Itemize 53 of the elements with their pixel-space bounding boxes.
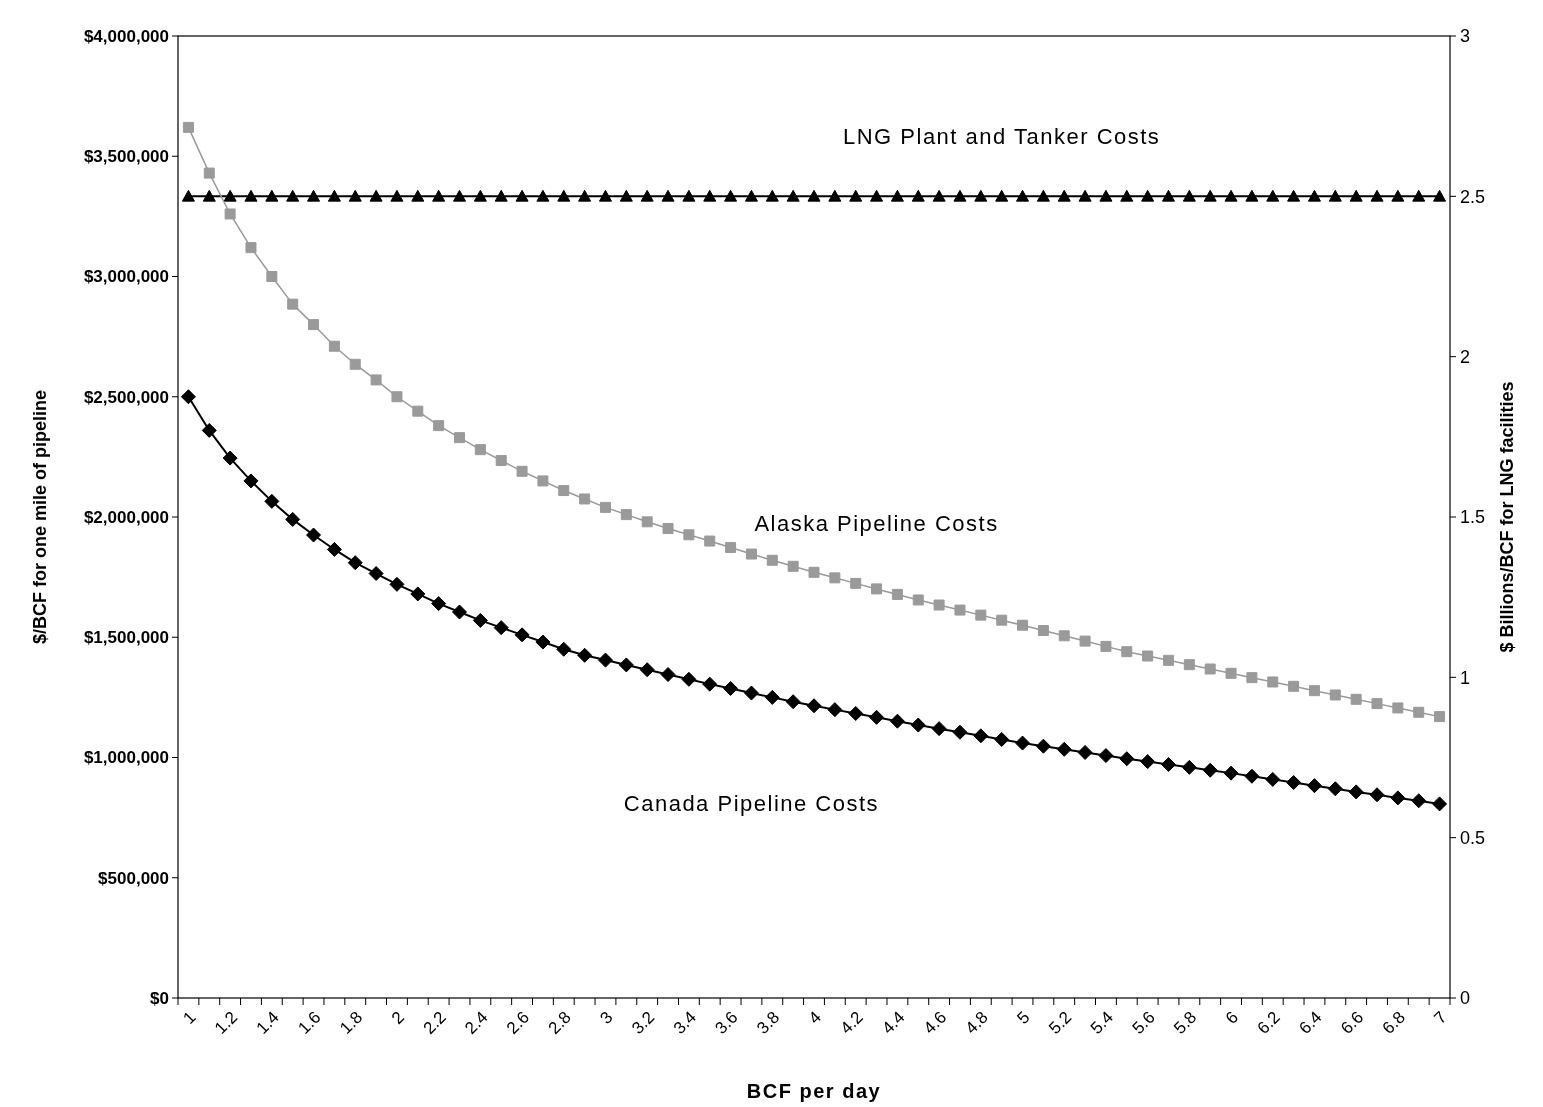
y2-tick-label: 1.5 (1460, 507, 1486, 528)
y-tick-label: $1,500,000 (83, 628, 169, 648)
y-tick-label: $1,000,000 (83, 748, 169, 768)
x-tick-label: 4.8 (961, 1007, 992, 1038)
x-tick-label: 1 (179, 1007, 200, 1028)
y-tick-label: $2,500,000 (83, 387, 169, 407)
x-tick-label: 5.8 (1170, 1007, 1201, 1038)
x-tick-label: 6.6 (1337, 1007, 1368, 1038)
x-tick-label: 2.6 (502, 1007, 534, 1038)
x-tick-label: 6 (1221, 1007, 1243, 1028)
x-tick-label: 6.8 (1378, 1007, 1409, 1038)
x-tick-label: 5 (1013, 1007, 1034, 1028)
y-tick-label: $4,000,000 (83, 26, 169, 46)
x-tick-label: 1.4 (252, 1007, 283, 1038)
x-tick-label: 2.4 (461, 1007, 492, 1038)
x-tick-label: 7 (1430, 1007, 1451, 1028)
y2-tick-label: 0.5 (1460, 827, 1486, 848)
y2-tick-label: 2 (1460, 346, 1471, 367)
x-tick-label: 1.8 (336, 1007, 367, 1038)
x-tick-label: 1.6 (294, 1007, 325, 1038)
y2-axis-title: $ Billions/BCF for LNG facilities (1497, 381, 1517, 653)
x-tick-label: 4.6 (920, 1007, 951, 1038)
x-tick-label: 2.8 (544, 1007, 575, 1038)
y2-tick-label: 0 (1460, 988, 1471, 1009)
x-tick-label: 3.8 (753, 1007, 784, 1038)
y-tick-label: $3,500,000 (83, 147, 169, 167)
x-axis-title: BCF per day (746, 1080, 882, 1102)
y-axis-title: $/BCF for one mile of pipeline (30, 389, 50, 645)
x-tick-label: 3.6 (711, 1007, 742, 1038)
y-tick-label: $2,000,000 (83, 507, 169, 527)
x-tick-label: 6.4 (1295, 1007, 1326, 1038)
x-tick-label: 6.2 (1253, 1007, 1284, 1038)
x-tick-label: 4.2 (836, 1007, 867, 1038)
x-tick-label: 2 (387, 1007, 408, 1028)
x-tick-label: 4.4 (878, 1007, 909, 1038)
x-tick-label: 1.2 (211, 1007, 242, 1038)
series-label: LNG Plant and Tanker Costs (842, 124, 1161, 150)
x-tick-label: 3.4 (669, 1007, 700, 1038)
y2-tick-label: 3 (1460, 26, 1471, 47)
text: Canada Pipeline Costs (623, 791, 880, 817)
x-tick-label: 5.6 (1128, 1007, 1159, 1038)
x-tick-label: 2.2 (419, 1007, 450, 1038)
x-tick-label: 5.2 (1045, 1007, 1076, 1038)
series-label: Alaska Pipeline Costs (754, 510, 999, 536)
y-tick-label: $0 (150, 988, 169, 1008)
y-tick-label: $3,000,000 (83, 267, 169, 287)
y-tick-label: $500,000 (98, 868, 169, 888)
y2-tick-label: 2.5 (1460, 186, 1486, 207)
y2-tick-label: 1 (1460, 667, 1471, 688)
x-tick-label: 3 (596, 1007, 617, 1028)
x-tick-label: 4 (804, 1007, 826, 1028)
x-tick-label: 3.2 (628, 1007, 659, 1038)
x-tick-label: 5.4 (1086, 1007, 1117, 1038)
